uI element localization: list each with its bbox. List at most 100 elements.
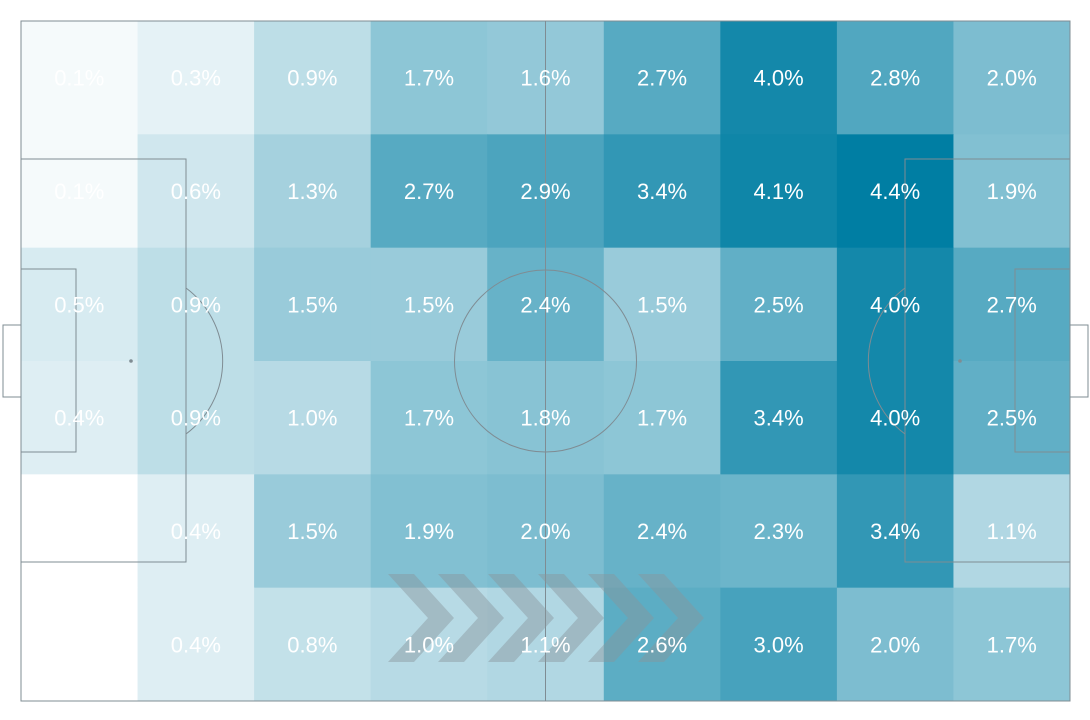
left-penalty-spot xyxy=(129,359,133,363)
cell-value-label: 2.7% xyxy=(404,179,454,204)
cell-value-label: 4.1% xyxy=(754,179,804,204)
heatmap-cell xyxy=(21,587,139,702)
heatmap-cell xyxy=(720,587,838,702)
cell-value-label: 1.0% xyxy=(404,632,454,657)
heatmap-cell xyxy=(836,587,954,702)
heatmap-cell xyxy=(370,247,488,362)
chevron-arrow-icon xyxy=(538,574,604,662)
heatmap-cell xyxy=(836,361,954,475)
heatmap-cell xyxy=(836,474,954,589)
cell-value-label: 0.0% xyxy=(54,519,104,544)
cell-value-label: 1.7% xyxy=(987,632,1037,657)
cell-value-label: 2.0% xyxy=(870,632,920,657)
cell-value-label: 0.0% xyxy=(54,632,104,657)
cell-value-label: 0.9% xyxy=(287,66,337,91)
cell-value-label: 0.4% xyxy=(171,519,221,544)
heatmap-cell xyxy=(21,361,139,475)
heatmap-cell xyxy=(720,361,838,475)
heatmap-cell xyxy=(953,474,1071,589)
cell-value-label: 1.5% xyxy=(637,292,687,317)
cell-value-label: 0.1% xyxy=(54,66,104,91)
heatmap-cell xyxy=(254,361,372,475)
cell-value-label: 2.9% xyxy=(520,179,570,204)
cell-value-label: 4.0% xyxy=(870,406,920,431)
cell-value-label: 3.0% xyxy=(754,632,804,657)
cell-value-label: 1.9% xyxy=(404,519,454,544)
heatmap-cell xyxy=(21,474,139,589)
cell-value-label: 2.7% xyxy=(987,292,1037,317)
cell-value-label: 2.3% xyxy=(754,519,804,544)
heatmap-cell xyxy=(137,361,255,475)
heatmap-cell xyxy=(953,587,1071,702)
cell-value-label: 0.8% xyxy=(287,632,337,657)
heatmap-cell xyxy=(370,587,488,702)
heatmap-cell xyxy=(953,247,1071,362)
heatmap-cell xyxy=(254,21,372,135)
heatmap-cell xyxy=(137,21,255,135)
heatmap-cell xyxy=(836,247,954,362)
cell-value-label: 4.0% xyxy=(870,292,920,317)
chevron-arrow-icon xyxy=(488,574,554,662)
cell-value-label: 1.5% xyxy=(287,292,337,317)
heatmap-cell xyxy=(603,247,721,362)
heatmap-cell xyxy=(720,474,838,589)
chevron-arrow-icon xyxy=(638,574,704,662)
right-goal xyxy=(1069,324,1089,398)
heatmap-cell xyxy=(21,21,139,135)
cell-value-label: 4.4% xyxy=(870,179,920,204)
heatmap-cell xyxy=(370,474,488,589)
heatmap-cell xyxy=(720,134,838,249)
left-goal xyxy=(2,324,22,398)
cell-value-label: 2.5% xyxy=(987,406,1037,431)
cell-labels: 0.1% 0.3% 0.9% 1.7% 1.6% 2.7% 4.0% 2.8% 2.0% 0.1%… xyxy=(54,66,1037,658)
cell-value-label: 1.1% xyxy=(520,632,570,657)
cell-value-label: 0.5% xyxy=(54,292,104,317)
attack-direction-arrows xyxy=(388,574,704,662)
heatmap-cell xyxy=(953,21,1071,135)
cell-value-label: 1.1% xyxy=(987,519,1037,544)
cell-value-label: 0.3% xyxy=(171,66,221,91)
cell-value-label: 3.4% xyxy=(870,519,920,544)
cell-value-label: 0.1% xyxy=(54,179,104,204)
cell-value-label: 4.0% xyxy=(754,66,804,91)
cell-value-label: 1.9% xyxy=(987,179,1037,204)
cell-value-label: 0.6% xyxy=(171,179,221,204)
heatmap-cell xyxy=(603,21,721,135)
cell-value-label: 2.8% xyxy=(870,66,920,91)
heatmap-cell xyxy=(254,247,372,362)
heatmap-cell xyxy=(603,134,721,249)
cell-value-label: 1.7% xyxy=(404,406,454,431)
heatmap-cell xyxy=(720,21,838,135)
pitch-markings xyxy=(2,20,1089,702)
heatmap-cell xyxy=(370,134,488,249)
heatmap-cell xyxy=(137,587,255,702)
heatmap-cell xyxy=(370,361,488,475)
heatmap-cell xyxy=(720,247,838,362)
heatmap-cell xyxy=(603,361,721,475)
chevron-arrow-icon xyxy=(588,574,654,662)
cell-value-label: 2.4% xyxy=(520,292,570,317)
cell-value-label: 2.0% xyxy=(520,519,570,544)
cell-value-label: 1.5% xyxy=(404,292,454,317)
cell-value-label: 1.3% xyxy=(287,179,337,204)
heatmap-cell xyxy=(137,474,255,589)
chevron-arrow-icon xyxy=(388,574,454,662)
center-circle xyxy=(454,269,637,453)
cell-value-label: 1.5% xyxy=(287,519,337,544)
cell-value-label: 1.0% xyxy=(287,406,337,431)
heatmap-cell xyxy=(953,361,1071,475)
cell-value-label: 2.0% xyxy=(987,66,1037,91)
chevron-arrow-icon xyxy=(438,574,504,662)
heatmap-cell xyxy=(21,247,139,362)
right-penalty-spot xyxy=(958,359,962,363)
heatmap-cell xyxy=(254,134,372,249)
cell-value-label: 1.7% xyxy=(404,66,454,91)
heatmap-cell xyxy=(370,21,488,135)
cell-value-label: 0.4% xyxy=(54,406,104,431)
heatmap-cell xyxy=(836,21,954,135)
cell-value-label: 2.5% xyxy=(754,292,804,317)
left-penalty-arc xyxy=(185,287,224,435)
heatmap-cell xyxy=(603,474,721,589)
cell-value-label: 0.9% xyxy=(171,406,221,431)
